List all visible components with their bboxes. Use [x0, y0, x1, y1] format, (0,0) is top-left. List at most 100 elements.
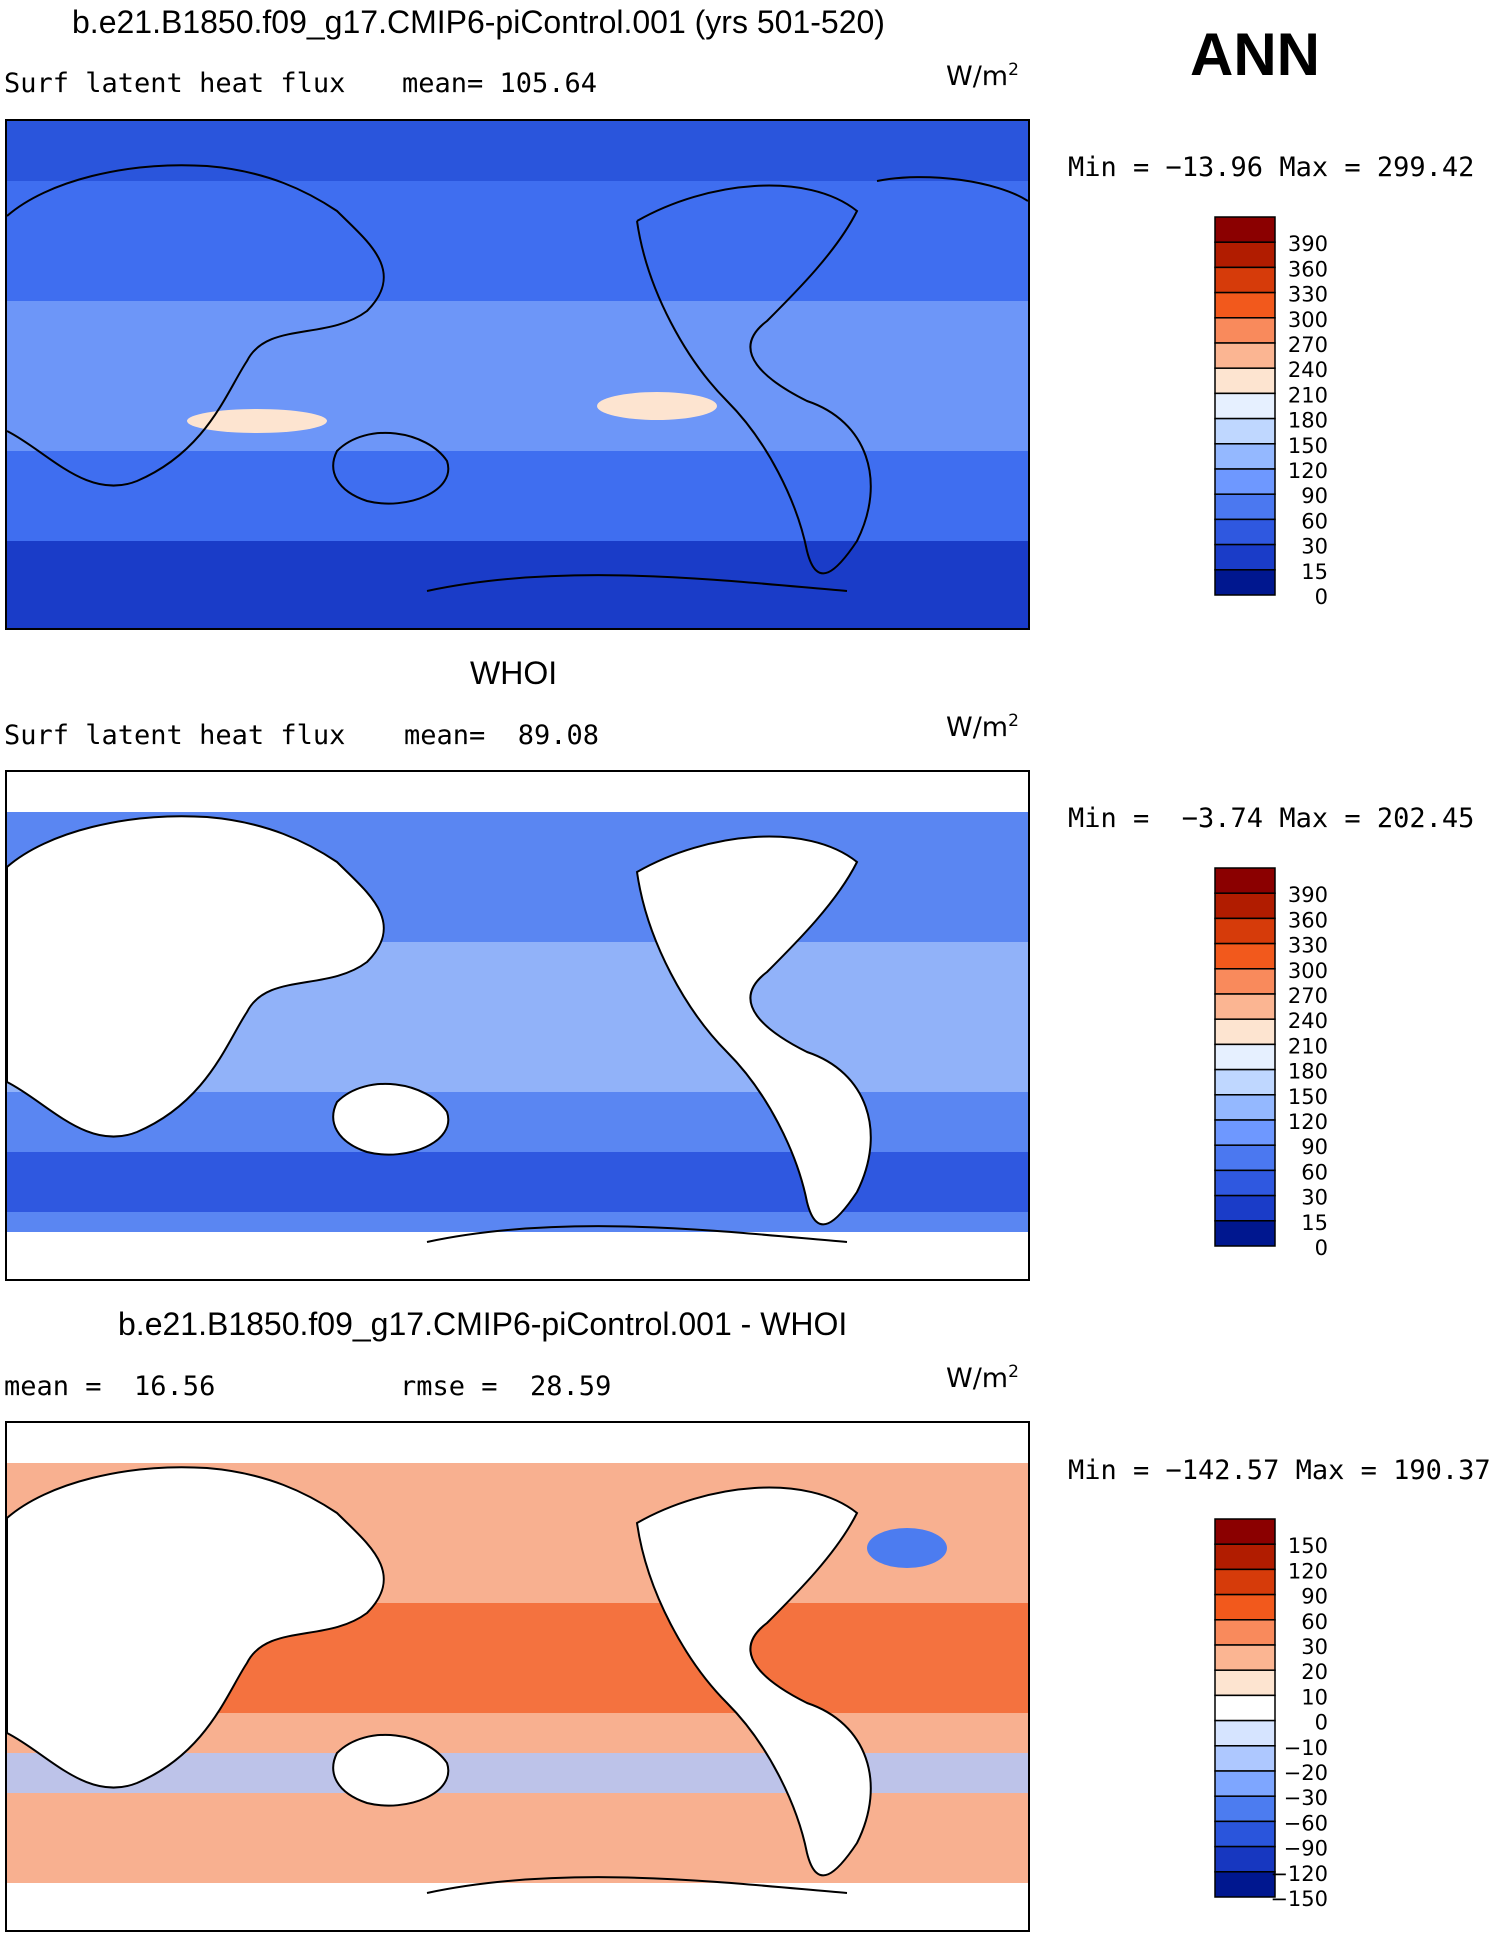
panel2-colorbar: 390 360 330 300 270 240 210 180 150 120 90 60 30 15 0 — [1214, 867, 1328, 1260]
panel3-no-data-south — [7, 1883, 1028, 1930]
panel2-map-canvas — [7, 772, 1028, 1279]
panel1-warm-patch-2 — [187, 409, 327, 433]
panel2-left-label: Surf latent heat flux — [4, 720, 346, 751]
colorbar-swatch — [1214, 468, 1276, 495]
colorbar-swatch — [1214, 417, 1276, 445]
colorbar-swatch — [1214, 317, 1276, 344]
colorbar-swatch — [1214, 241, 1276, 269]
colorbar-tick-label: 330 — [1288, 283, 1328, 307]
colorbar-swatch — [1214, 1568, 1276, 1596]
colorbar-swatch — [1214, 1119, 1276, 1146]
colorbar-tick-label: −30 — [1284, 1786, 1328, 1810]
colorbar-swatch — [1214, 1795, 1276, 1823]
panel1-map-canvas — [7, 121, 1028, 628]
colorbar-tick-label: 60 — [1301, 1160, 1328, 1184]
panel2-map — [5, 770, 1030, 1281]
panel3-mean: mean = 16.56 — [4, 1371, 216, 1402]
colorbar-swatch — [1214, 569, 1276, 596]
colorbar-tick-label: 30 — [1301, 535, 1328, 559]
colorbar-swatch — [1214, 1043, 1276, 1071]
panel2-southern-band — [7, 1152, 1028, 1212]
colorbar-tick-label: 210 — [1288, 1034, 1328, 1058]
colorbar-tick-label: 30 — [1301, 1635, 1328, 1659]
colorbar-swatch — [1214, 1518, 1276, 1545]
colorbar-swatch — [1214, 392, 1276, 420]
colorbar-tick-label: 15 — [1301, 1211, 1328, 1235]
season-label: ANN — [1190, 21, 1320, 88]
colorbar-swatch — [1214, 993, 1276, 1020]
panel1-map — [5, 119, 1030, 630]
colorbar-swatch — [1214, 1644, 1276, 1671]
colorbar-swatch — [1214, 1719, 1276, 1747]
colorbar-tick-label: −150 — [1270, 1887, 1328, 1911]
colorbar-tick-label: 60 — [1301, 509, 1328, 533]
panel1-mean: mean= 105.64 — [402, 68, 598, 99]
panel3-title: b.e21.B1850.f09_g17.CMIP6-piControl.001 … — [118, 1306, 848, 1342]
colorbar-tick-label: 270 — [1288, 333, 1328, 357]
colorbar-tick-label: 15 — [1301, 560, 1328, 584]
colorbar-tick-label: 180 — [1288, 1060, 1328, 1084]
colorbar-tick-label: 0 — [1315, 585, 1328, 609]
colorbar-swatch — [1214, 1694, 1276, 1722]
panel3-map — [5, 1421, 1030, 1932]
panel2-no-data-north — [7, 772, 1028, 812]
panel1-coastlines — [7, 164, 1028, 592]
colorbar-swatch — [1214, 1845, 1276, 1873]
colorbar-tick-label: 90 — [1301, 1585, 1328, 1609]
colorbar-tick-label: 210 — [1288, 383, 1328, 407]
panel2-units: W/m2 — [946, 711, 1019, 743]
colorbar-swatch — [1214, 1619, 1276, 1646]
colorbar-tick-label: 30 — [1301, 1186, 1328, 1210]
colorbar-tick-label: 120 — [1288, 459, 1328, 483]
panel3-rmse: rmse = 28.59 — [400, 1371, 612, 1402]
panel1-colorbar: 390 360 330 300 270 240 210 180 150 120 90 60 30 15 0 — [1214, 216, 1328, 609]
colorbar-tick-label: 150 — [1288, 1085, 1328, 1109]
colorbar-tick-label: 60 — [1301, 1610, 1328, 1634]
colorbar-tick-label: 180 — [1288, 409, 1328, 433]
colorbar-swatch — [1214, 942, 1276, 970]
colorbar-swatch — [1214, 367, 1276, 395]
colorbar-swatch — [1214, 1018, 1276, 1046]
colorbar-tick-label: 90 — [1301, 484, 1328, 508]
colorbar-swatch — [1214, 892, 1276, 920]
colorbar-tick-label: 240 — [1288, 1009, 1328, 1033]
colorbar-tick-label: 360 — [1288, 908, 1328, 932]
colorbar-tick-label: 10 — [1301, 1685, 1328, 1709]
colorbar-swatch — [1214, 518, 1276, 546]
panel3-cold-anomaly — [867, 1528, 947, 1568]
colorbar-swatch — [1214, 1745, 1276, 1772]
panel2-land — [7, 815, 872, 1226]
colorbar-swatch — [1214, 1094, 1276, 1121]
colorbar-tick-label: 390 — [1288, 232, 1328, 256]
colorbar-tick-label: 300 — [1288, 959, 1328, 983]
colorbar-swatch — [1214, 917, 1276, 945]
colorbar-swatch — [1214, 443, 1276, 470]
colorbar-tick-label: 360 — [1288, 257, 1328, 281]
panel3-no-data-north — [7, 1423, 1028, 1463]
panel2-title: WHOI — [470, 655, 558, 691]
colorbar-swatch — [1214, 1543, 1276, 1571]
colorbar-swatch — [1214, 1593, 1276, 1621]
colorbar-tick-label: 0 — [1315, 1711, 1328, 1735]
colorbar-swatch — [1214, 1871, 1276, 1898]
panel3-map-canvas — [7, 1423, 1028, 1930]
colorbar-swatch — [1214, 266, 1276, 294]
panel2-minmax: Min = −3.74 Max = 202.45 — [1068, 803, 1475, 834]
colorbar-swatch — [1214, 1068, 1276, 1096]
colorbar-swatch — [1214, 968, 1276, 995]
colorbar-swatch — [1214, 867, 1276, 894]
panel2-no-data-south — [7, 1232, 1028, 1279]
colorbar-tick-label: −90 — [1284, 1837, 1328, 1861]
panel3-units: W/m2 — [946, 1362, 1019, 1394]
colorbar-tick-label: 300 — [1288, 308, 1328, 332]
panel3-colorbar: 150 120 90 60 30 20 10 0 −10 −20 −30 −60 −90 −120 −150 — [1214, 1518, 1328, 1911]
panel1-left-label: Surf latent heat flux — [4, 68, 346, 99]
panel3-minmax: Min = −142.57 Max = 190.37 — [1068, 1455, 1491, 1486]
colorbar-swatch — [1214, 1770, 1276, 1797]
colorbar-tick-label: −10 — [1284, 1736, 1328, 1760]
panel3-land — [7, 1466, 872, 1877]
colorbar-tick-label: −20 — [1284, 1761, 1328, 1785]
colorbar-swatch — [1214, 1669, 1276, 1697]
colorbar-swatch — [1214, 1144, 1276, 1172]
